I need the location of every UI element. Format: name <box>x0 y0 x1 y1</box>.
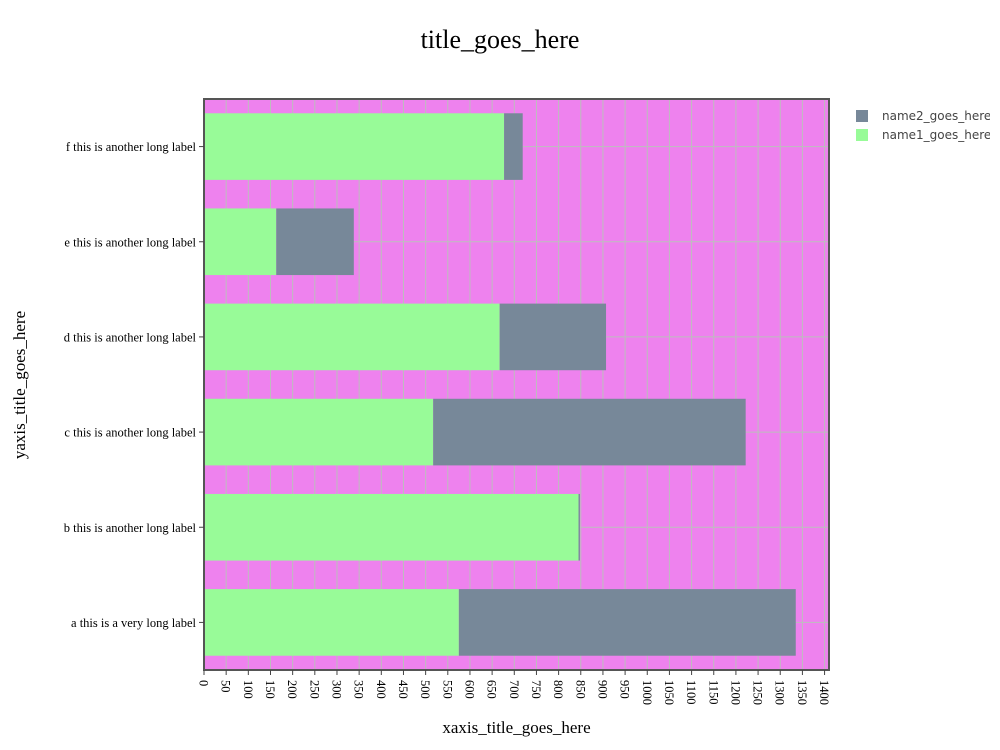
bar-2-1 <box>458 589 796 656</box>
chart-title: title_goes_here <box>420 25 580 54</box>
legend-swatch <box>856 109 868 122</box>
y-tick-label: d this is another long label <box>64 330 197 344</box>
plot-frame <box>203 98 830 671</box>
x-tick-label: 1100 <box>684 680 698 705</box>
bar-1-1 <box>204 589 459 656</box>
bar-2-3 <box>433 398 746 466</box>
x-tick-label: 250 <box>307 680 321 699</box>
x-tick-label: 150 <box>263 680 277 699</box>
x-tick-label: 1000 <box>640 680 654 705</box>
plot-background <box>204 99 829 670</box>
bar-2-2 <box>578 493 580 561</box>
x-tick-label: 750 <box>529 680 543 699</box>
bar-1-6 <box>204 113 505 180</box>
x-tick-label: 200 <box>285 680 299 699</box>
x-tick-label: 100 <box>241 680 255 699</box>
bar-1-3 <box>204 398 434 466</box>
y-tick-label: c this is another long label <box>64 426 196 440</box>
x-tick-label: 450 <box>396 680 410 699</box>
x-tick-label: 1300 <box>773 680 787 705</box>
x-tick-label: 350 <box>352 680 366 699</box>
x-tick-label: 1050 <box>662 680 676 705</box>
bar-1-4 <box>204 303 500 371</box>
bar-2-6 <box>504 113 523 180</box>
y-axis-title: yaxis_title_goes_here <box>10 310 29 460</box>
x-tick-label: 1400 <box>817 680 831 705</box>
x-tick-label: 850 <box>573 680 587 699</box>
x-tick-label: 600 <box>462 680 476 699</box>
legend: name2_goes_here name1_goes_here <box>856 106 990 144</box>
x-tick-label: 800 <box>551 680 565 699</box>
y-tick-label: b this is another long label <box>64 521 197 535</box>
y-tick-label: a this is a very long label <box>71 616 196 630</box>
x-tick-label: 400 <box>374 680 388 699</box>
bar-1-5 <box>204 208 277 276</box>
x-tick-label: 700 <box>507 680 521 699</box>
legend-item[interactable]: name2_goes_here <box>856 106 990 125</box>
bar-2-5 <box>276 208 354 276</box>
x-tick-label: 1250 <box>751 680 765 705</box>
x-tick-label: 1200 <box>728 680 742 705</box>
x-tick-label: 550 <box>440 680 454 699</box>
x-axis-title: xaxis_title_goes_here <box>442 718 591 737</box>
x-tick-label: 0 <box>197 680 211 686</box>
x-tick-label: 1150 <box>706 680 720 705</box>
legend-item[interactable]: name1_goes_here <box>856 125 990 144</box>
x-tick-label: 1350 <box>795 680 809 705</box>
y-tick-label: f this is another long label <box>66 140 197 154</box>
x-tick-label: 300 <box>329 680 343 699</box>
x-tick-label: 50 <box>219 680 233 693</box>
bar-2-4 <box>499 303 607 371</box>
x-tick-label: 950 <box>618 680 632 699</box>
legend-swatch <box>856 128 868 141</box>
x-tick-label: 900 <box>595 680 609 699</box>
bar-1-2 <box>204 493 579 561</box>
x-tick-label: 650 <box>485 680 499 699</box>
x-tick-label: 500 <box>418 680 432 699</box>
legend-label: name2_goes_here <box>882 108 990 123</box>
legend-label: name1_goes_here <box>882 127 990 142</box>
y-tick-label: e this is another long label <box>64 235 196 249</box>
